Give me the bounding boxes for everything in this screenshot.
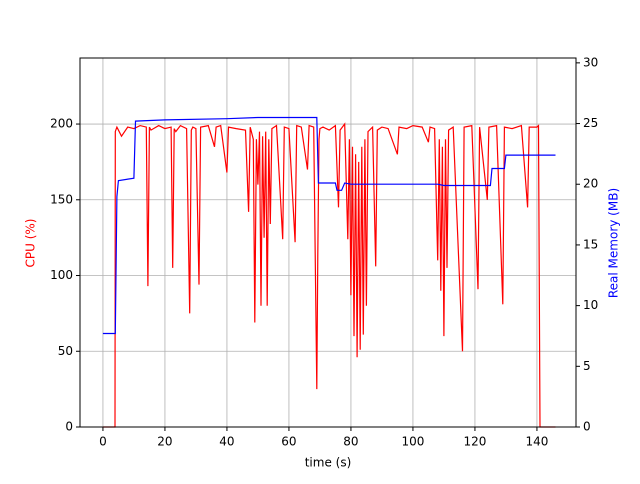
- y-tick-label: 150: [50, 192, 73, 206]
- y-tick-label: 0: [65, 420, 73, 434]
- x-tick-label: 60: [281, 435, 296, 449]
- y2-tick-label: 15: [583, 237, 598, 251]
- y2-tick-label: 25: [583, 116, 598, 130]
- x-tick-label: 100: [401, 435, 424, 449]
- x-tick-label: 0: [99, 435, 107, 449]
- y2-tick-label: 5: [583, 359, 591, 373]
- y2-tick-label: 10: [583, 298, 598, 312]
- y2-tick-label: 0: [583, 420, 591, 434]
- y-tick-label: 100: [50, 268, 73, 282]
- x-axis-label: time (s): [305, 456, 352, 470]
- y2-tick-label: 20: [583, 177, 598, 191]
- data-line: [102, 116, 556, 335]
- y-tick-label: 200: [50, 117, 73, 131]
- y2-axis-label: Real Memory (MB): [607, 188, 621, 298]
- plot-frame: [79, 57, 577, 428]
- y-tick-label: 50: [58, 344, 73, 358]
- x-tick-label: 20: [157, 435, 172, 449]
- data-line: [102, 122, 556, 428]
- x-tick-label: 140: [525, 435, 548, 449]
- x-tick-label: 120: [463, 435, 486, 449]
- y-axis-label: CPU (%): [24, 219, 38, 268]
- y2-tick-label: 30: [583, 55, 598, 69]
- x-tick-label: 80: [343, 435, 358, 449]
- x-tick-label: 40: [219, 435, 234, 449]
